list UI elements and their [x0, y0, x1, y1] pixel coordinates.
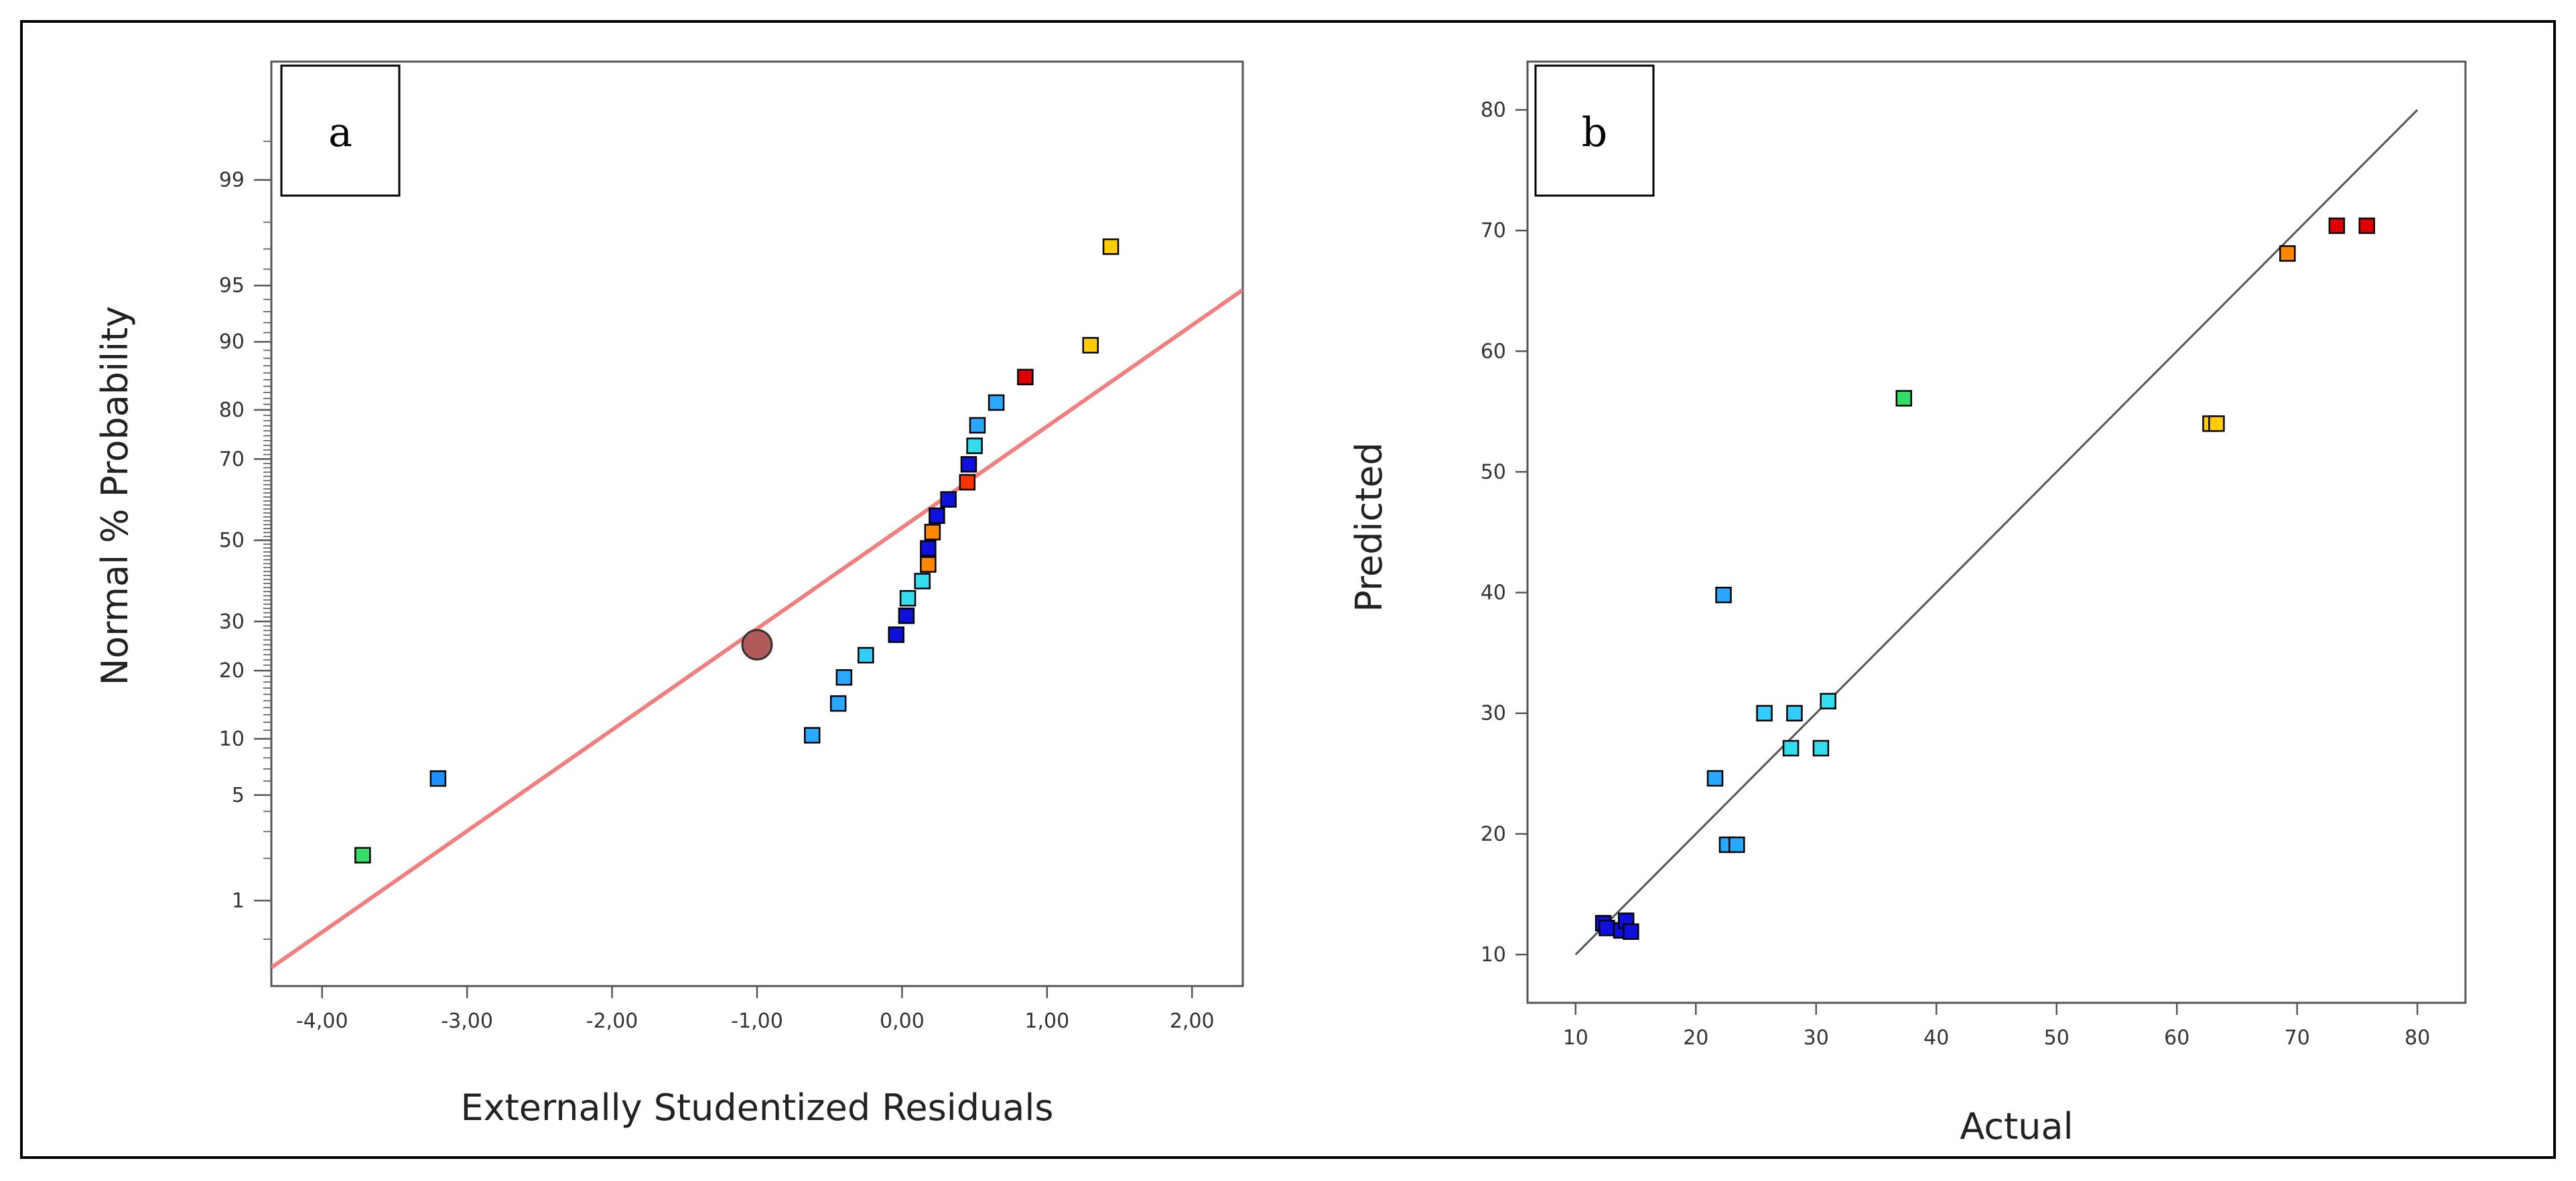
plot-a-point — [1082, 337, 1099, 354]
plot-b-x-tick-label: 80 — [2404, 1026, 2430, 1050]
plot-b-point — [1706, 770, 1724, 787]
plot-a-y-tick-label: 1 — [232, 889, 245, 912]
plot-a-point — [969, 417, 986, 434]
plot-a-point — [966, 437, 983, 454]
plot-b-point — [1623, 923, 1639, 940]
panel-a-label-box — [280, 64, 401, 197]
plot-b-x-tick-label: 10 — [1563, 1026, 1588, 1050]
plot-a-y-tick-label: 80 — [219, 399, 245, 422]
plot-b-point — [2279, 245, 2296, 262]
plot-a-x-tick-label: 2,00 — [1170, 1010, 1215, 1033]
plot-a-reference-line-group — [271, 288, 1243, 969]
plot-a-y-tick-label: 50 — [219, 529, 245, 553]
plot-a-y-tick-label: 95 — [219, 274, 245, 297]
plot-b-y-tick-label: 20 — [1481, 823, 1506, 846]
plot-a-point — [829, 695, 847, 712]
plot-a-point — [354, 847, 371, 863]
plot-a-point — [888, 626, 905, 643]
plot-a-x-tick-label: -3,00 — [441, 1010, 493, 1033]
plot-a-point — [914, 573, 931, 589]
plot-a-x-tick-label: -1,00 — [731, 1010, 783, 1033]
plot-b-reference-line — [1574, 109, 2419, 956]
plot-a-point — [960, 456, 977, 473]
plot-b-x-tick-label: 50 — [2044, 1026, 2070, 1050]
plot-b-point — [1895, 390, 1913, 407]
plot-b-y-tick-label: 10 — [1481, 943, 1506, 967]
plot-a-point — [1102, 238, 1120, 255]
plot-a-point — [920, 540, 937, 557]
plot-a-x-tick-label: 1,00 — [1024, 1010, 1069, 1033]
plot-a-y-tick-label: 90 — [219, 330, 245, 354]
plot-a-point — [959, 474, 976, 491]
plot-a-point — [988, 394, 1005, 411]
plot-b-point — [1756, 705, 1773, 721]
plot-a-point — [858, 646, 874, 664]
plot-a-point — [1017, 368, 1034, 386]
plot-a-point — [899, 589, 917, 607]
plot-b-y-tick-label: 50 — [1481, 460, 1506, 484]
plot-a-points — [354, 238, 1120, 863]
plot-a-point — [920, 556, 937, 573]
plot-b-point — [1820, 693, 1836, 709]
plot-b-tick-labels: 10 20 30 40 50 60 70 80 10 20 30 40 50 60 70 80 — [1481, 98, 2430, 1050]
plot-b-x-tick-label: 60 — [2164, 1026, 2189, 1050]
plot-a-frame — [270, 60, 1244, 987]
plot-a-y-tick-label: 20 — [219, 659, 245, 683]
plot-a-y-tick-label: 70 — [219, 447, 245, 471]
plot-b-point — [2328, 217, 2346, 234]
plot-a-tick-labels: -4,00 -3,00 -2,00 -1,00 0,00 1,00 2,00 1 5 10 20 30… — [219, 169, 1215, 1033]
plot-b-points — [1595, 217, 2376, 940]
plot-a-y-tick-label: 99 — [219, 169, 245, 192]
plot-b-x-tick-label: 40 — [1923, 1026, 1949, 1050]
panel-b-label-box — [1534, 64, 1655, 197]
plot-a-highlight-point — [741, 628, 773, 661]
plot-a-point — [898, 607, 915, 624]
plot-a-x-axis-title: Externally Studentized Residuals — [461, 1087, 1054, 1129]
plot-b-x-tick-label: 30 — [1804, 1026, 1829, 1050]
normal-probability-plot: -4,00 -3,00 -2,00 -1,00 0,00 1,00 2,00 1 5 10 20 30… — [94, 60, 1244, 1129]
plot-b-y-tick-label: 60 — [1481, 340, 1506, 363]
plot-b-x-tick-label: 20 — [1683, 1026, 1708, 1050]
plot-b-point — [1812, 740, 1830, 757]
plot-a-y-tick-label: 10 — [219, 727, 245, 751]
plot-b-point — [2208, 415, 2225, 432]
predicted-vs-actual-plot: 10 20 30 40 50 60 70 80 10 20 30 40 50 60 70 80 b Actua… — [1348, 60, 2467, 1148]
plot-b-x-axis-title: Actual — [1960, 1105, 2073, 1148]
plot-b-y-tick-label: 40 — [1481, 581, 1506, 605]
plot-b-y-tick-label: 70 — [1481, 219, 1506, 242]
plot-a-point — [940, 491, 957, 508]
plot-a-point — [803, 727, 821, 744]
plot-b-point — [1728, 836, 1745, 853]
plot-a-x-tick-label: -2,00 — [586, 1010, 638, 1033]
plot-b-reference-line-group — [1574, 109, 2419, 956]
plot-a-y-tick-label: 5 — [232, 784, 245, 807]
plot-b-x-tick-label: 70 — [2285, 1026, 2310, 1050]
plot-b-point — [1786, 705, 1803, 721]
plot-b-y-tick-label: 30 — [1481, 702, 1506, 725]
plot-a-x-tick-label: -4,00 — [296, 1010, 348, 1033]
plot-b-point — [1715, 586, 1732, 604]
plot-a-point — [429, 770, 447, 787]
plot-a-x-tick-label: 0,00 — [880, 1010, 925, 1033]
plot-a-ticks — [254, 141, 1193, 998]
plot-a-point — [835, 669, 853, 686]
figure-border — [20, 20, 2556, 1159]
plot-a-point — [924, 524, 941, 541]
plot-b-point — [1782, 740, 1800, 757]
plot-b-point — [1599, 920, 1615, 936]
plot-b-y-tick-label: 80 — [1481, 98, 1506, 122]
panel-a-label: a — [328, 109, 352, 156]
panel-b-label: b — [1582, 109, 1607, 156]
plot-a-point — [929, 507, 945, 525]
plot-b-y-axis-title: Predicted — [1348, 442, 1390, 612]
plot-b-point — [2358, 217, 2376, 234]
plot-a-y-axis-title: Normal % Probability — [94, 306, 136, 685]
plot-a-reference-line — [271, 288, 1243, 969]
plot-a-y-tick-label: 30 — [219, 610, 245, 634]
plot-b-ticks — [1515, 109, 2419, 1015]
